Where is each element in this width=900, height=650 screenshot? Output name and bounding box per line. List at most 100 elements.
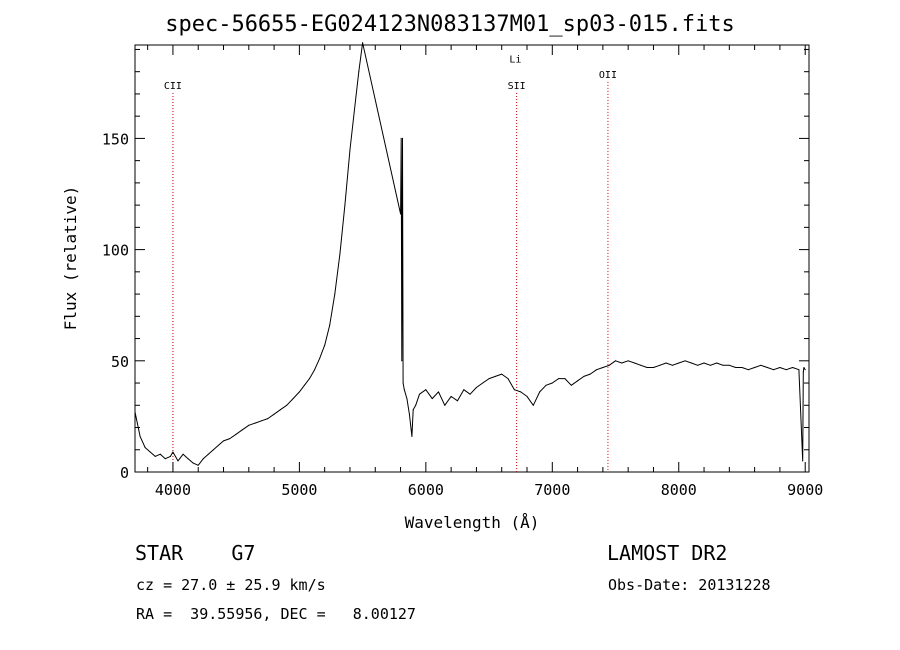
object-class: STAR G7 [135,541,256,565]
spectrum-point [406,398,408,400]
spectrum-point [803,367,805,368]
spectrum-point [248,424,250,426]
spectrum-point [802,460,804,462]
spectrum-point [177,460,179,462]
x-axis-label: Wavelength (Å) [405,513,540,532]
spectrum-point [415,404,417,406]
spectrum-point [169,455,171,457]
spectrum-point [621,362,623,364]
spectrum-point [627,360,629,362]
spectrum-point [494,375,496,377]
x-tick-label: 4000 [155,481,191,499]
spectrum-point [728,364,730,366]
spectrum-point [273,413,275,415]
spectrum-point [526,395,528,397]
spectrum-point [298,391,300,393]
spectrum-point [438,391,439,393]
spectrum-point [792,367,794,368]
spectrum-point [735,367,737,368]
spectrum-point [596,369,598,371]
spectrum-point [339,253,341,255]
spectrum-point [507,378,509,380]
spectrum-point [577,380,579,382]
spectrum-point [539,391,541,393]
x-tick-label: 5000 [281,481,317,499]
spectrum-point [564,378,566,380]
y-axis-label: Flux (relative) [61,186,80,331]
spectrum-point [419,393,420,395]
marker-label-cii: CII [164,81,182,92]
spectrum-point [589,373,591,375]
spectrum-point [608,364,610,366]
spectrum-point [804,369,806,371]
line-markers: CII Li SII OII [164,54,617,472]
spectrum-point [488,378,490,380]
y-tick-label: 150 [102,130,129,148]
spectrum-point [223,440,224,442]
spectrum-point [411,435,413,437]
spectrum-point [697,364,699,366]
spectrum-point [646,367,648,368]
spectrum-point [583,375,585,377]
spectrum-point [218,444,219,446]
spectrum-point [802,371,804,373]
spectrum-point [401,360,403,362]
spectrum-point [329,324,331,326]
spectrum-point [602,367,604,368]
spectrum-point [690,362,692,364]
spectrum-point [149,451,151,453]
spectrum-point [520,391,522,393]
spectrum-point [684,360,686,362]
spectrum-point [412,409,414,411]
spectrum-point [469,393,471,395]
spectrum-point [659,364,661,366]
marker-label-li: Li [509,54,521,65]
spectrum-point [463,389,465,391]
spectrum-point [403,389,405,391]
spectrum-point [286,404,288,406]
x-tick-label: 8000 [661,481,697,499]
spectrum-point [431,398,433,400]
marker-label-sii: SII [508,81,526,92]
spectrum-point [551,382,553,384]
spectrum-point [754,367,756,368]
spectrum-point [634,362,635,364]
spectrum-point [197,464,199,466]
spectrum-point [279,409,281,411]
spectrum-point [309,378,310,380]
spectrum-point [349,149,351,150]
spectrum-point [402,137,403,139]
spectrum-point [722,364,724,366]
spectrum-point [766,367,768,368]
spectrum-point [741,367,743,368]
spectrum-point [192,462,194,464]
spectrum-point [450,395,452,397]
x-tick-label: 6000 [408,481,444,499]
spectrum-point [513,389,515,391]
spectrum-point [773,369,775,371]
spectrum-point [324,344,326,346]
spectrum-point [709,364,711,366]
spectrum-point [779,367,781,368]
spectrum-point [558,378,560,380]
spectrum-point [785,369,787,371]
spectrum-point [665,362,667,364]
spectrum-point [319,358,321,360]
spectrum-point [798,369,800,371]
spectrum-point [187,458,189,460]
y-tick-label: 50 [111,353,129,371]
survey-name: LAMOST DR2 [607,541,728,565]
spectrum-point [254,422,256,424]
plot-frame [134,44,810,473]
spectrum-point [760,364,762,366]
chart-title: spec-56655-EG024123N083137M01_sp03-015.f… [165,12,735,37]
spectrum-line [134,42,806,466]
spectrum-point [400,213,402,215]
spectrum-point [425,389,427,391]
spectrum-point [501,373,503,375]
spectrum-point [261,420,262,422]
spectrum-point [154,455,156,457]
spectrum-point [202,458,204,460]
